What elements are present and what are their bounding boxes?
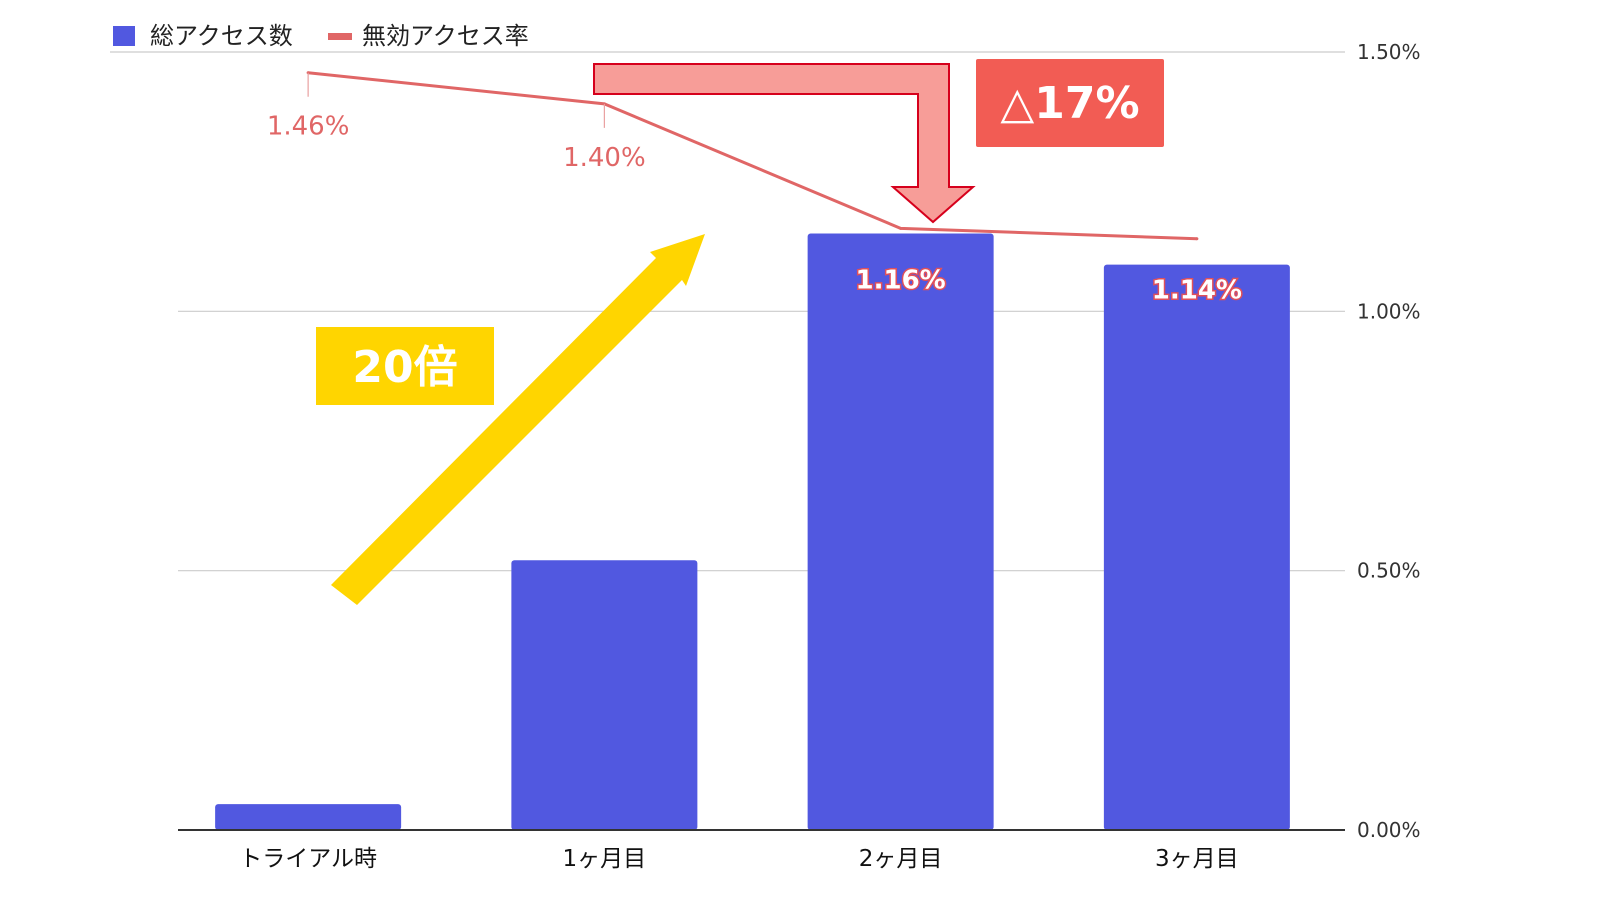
y-tick-label: 0.00% bbox=[1357, 818, 1421, 842]
growth-arrow: 20倍 bbox=[316, 234, 705, 605]
legend-label-bars: 総アクセス数 bbox=[150, 22, 293, 50]
category-labels: トライアル時 1ヶ月目 2ヶ月目 3ヶ月目 bbox=[239, 846, 1238, 872]
right-axis-ticks: 0.00% 0.50% 1.00% 1.50% bbox=[1357, 40, 1421, 842]
line-data-label: 1.16% bbox=[856, 265, 946, 295]
decrease-badge bbox=[976, 59, 1164, 147]
category-label: 1ヶ月目 bbox=[563, 846, 647, 872]
line-data-label: 1.14% bbox=[1152, 276, 1242, 306]
growth-badge-label: 20倍 bbox=[352, 342, 457, 393]
legend-swatch-bars bbox=[113, 26, 135, 46]
bar bbox=[807, 233, 994, 831]
decrease-arrow-shape bbox=[593, 63, 976, 224]
bar bbox=[215, 804, 402, 830]
legend-label-line: 無効アクセス率 bbox=[362, 22, 529, 50]
category-label: 2ヶ月目 bbox=[859, 846, 943, 872]
line-point bbox=[1195, 237, 1199, 241]
bar bbox=[1103, 264, 1290, 830]
y-tick-label: 1.00% bbox=[1357, 299, 1421, 323]
line-path bbox=[307, 71, 1197, 241]
line-data-label: 1.46% bbox=[267, 112, 350, 142]
decrease-arrow: △17% bbox=[593, 59, 1164, 224]
line-point bbox=[899, 226, 903, 230]
growth-badge bbox=[316, 327, 494, 405]
category-label: 3ヶ月目 bbox=[1155, 846, 1239, 872]
decrease-badge-label: △17% bbox=[1000, 78, 1139, 129]
growth-arrow-shape bbox=[331, 234, 705, 605]
line-data-labels: 1.46% 1.40% 1.16% 1.14% bbox=[267, 72, 1243, 307]
y-tick-label: 1.50% bbox=[1357, 40, 1421, 64]
line-data-label: 1.40% bbox=[563, 143, 646, 173]
line-series bbox=[306, 71, 1199, 241]
legend: 総アクセス数 無効アクセス率 bbox=[113, 22, 529, 50]
category-label: トライアル時 bbox=[239, 846, 377, 872]
legend-swatch-line bbox=[328, 33, 352, 40]
y-tick-label: 0.50% bbox=[1357, 559, 1421, 583]
bar-series bbox=[215, 233, 1290, 831]
bar bbox=[511, 560, 698, 830]
